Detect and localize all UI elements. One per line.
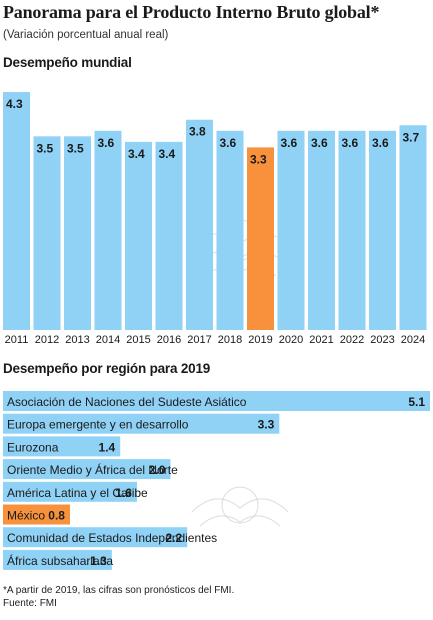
bar-value-label-2011: 4.3 bbox=[6, 97, 23, 111]
source-note: Fuente: FMI bbox=[3, 598, 57, 609]
bar-2014 bbox=[94, 130, 122, 330]
region-value-label-6: 2.2 bbox=[166, 531, 183, 545]
bar-2021 bbox=[308, 130, 335, 330]
region-label-7: África subsahariana bbox=[7, 553, 113, 568]
bar-value-label-2022: 3.6 bbox=[342, 136, 359, 150]
region-bar-7 bbox=[3, 549, 112, 570]
bar-2024 bbox=[399, 125, 427, 331]
region-bar-5 bbox=[3, 504, 70, 525]
region-label-5: México bbox=[7, 509, 45, 523]
x-tick-label-2023: 2023 bbox=[370, 334, 394, 346]
section-title-regions: Desempeño por región para 2019 bbox=[3, 361, 211, 376]
region-label-2: Eurozona bbox=[7, 440, 59, 454]
x-tick-label-2012: 2012 bbox=[35, 334, 59, 346]
bar-value-label-2024: 3.7 bbox=[403, 130, 420, 144]
region-bar-3 bbox=[3, 459, 171, 480]
region-bar-series: Asociación de Naciones del Sudeste Asiát… bbox=[3, 391, 430, 570]
bar-2018 bbox=[216, 130, 244, 330]
bar-value-label-2014: 3.6 bbox=[98, 136, 115, 150]
region-value-label-5: 0.8 bbox=[48, 509, 65, 523]
x-tick-label-2013: 2013 bbox=[65, 334, 89, 346]
chart-title: Panorama para el Producto Interno Bruto … bbox=[3, 2, 380, 22]
bar-value-label-2018: 3.6 bbox=[220, 136, 237, 150]
bar-value-label-2016: 3.4 bbox=[159, 147, 176, 161]
region-label-6: Comunidad de Estados Independientes bbox=[7, 531, 217, 545]
bar-2022 bbox=[338, 130, 366, 330]
bar-2019 bbox=[247, 147, 274, 330]
bar-value-label-2017: 3.8 bbox=[189, 125, 206, 139]
region-value-label-1: 3.3 bbox=[258, 418, 275, 432]
region-label-3: Oriente Medio y África del Norte bbox=[7, 462, 178, 477]
region-bar-1 bbox=[3, 413, 280, 434]
region-bar-4 bbox=[3, 481, 137, 502]
bar-2012 bbox=[33, 136, 61, 330]
x-tick-label-2020: 2020 bbox=[279, 334, 303, 346]
bar-2023 bbox=[369, 130, 396, 330]
section-title-world: Desempeño mundial bbox=[3, 55, 132, 70]
region-value-label-3: 2.0 bbox=[149, 463, 166, 477]
region-value-label-2: 1.4 bbox=[99, 440, 116, 454]
region-value-label-0: 5.1 bbox=[408, 395, 425, 409]
world-bar-series: 4.3 2011 3.5 2012 3.5 2013 3.6 2014 3.4 2015 3.4 20… bbox=[3, 92, 427, 346]
bar-value-label-2015: 3.4 bbox=[128, 147, 145, 161]
bar-2017 bbox=[186, 119, 213, 330]
region-bar-0 bbox=[3, 391, 430, 411]
bar-value-label-2021: 3.6 bbox=[311, 136, 328, 150]
x-tick-label-2019: 2019 bbox=[248, 334, 272, 346]
chart-subtitle: (Variación porcentual anual real) bbox=[3, 29, 169, 41]
region-value-label-4: 1.6 bbox=[115, 486, 132, 500]
bar-2020 bbox=[277, 130, 305, 330]
footnote: *A partir de 2019, las cifras son pronós… bbox=[3, 585, 235, 596]
region-value-label-7: 1.3 bbox=[90, 554, 107, 568]
x-tick-label-2015: 2015 bbox=[126, 334, 150, 346]
x-tick-label-2017: 2017 bbox=[187, 334, 211, 346]
x-tick-label-2024: 2024 bbox=[401, 334, 425, 346]
bar-value-label-2023: 3.6 bbox=[372, 136, 389, 150]
x-tick-label-2016: 2016 bbox=[157, 334, 181, 346]
bar-2015 bbox=[125, 141, 152, 330]
bar-value-label-2012: 3.5 bbox=[37, 141, 54, 155]
region-label-0: Asociación de Naciones del Sudeste Asiát… bbox=[7, 395, 247, 409]
bar-2011 bbox=[3, 92, 30, 330]
x-tick-label-2021: 2021 bbox=[309, 334, 333, 346]
region-bar-6 bbox=[3, 527, 188, 548]
x-tick-label-2022: 2022 bbox=[340, 334, 364, 346]
region-label-1: Europa emergente y en desarrollo bbox=[7, 418, 189, 432]
bar-value-label-2020: 3.6 bbox=[281, 136, 298, 150]
bar-value-label-2013: 3.5 bbox=[67, 141, 84, 155]
x-tick-label-2018: 2018 bbox=[218, 334, 242, 346]
region-label-4: América Latina y el Caribe bbox=[7, 486, 148, 500]
x-tick-label-2011: 2011 bbox=[5, 334, 29, 346]
x-tick-label-2014: 2014 bbox=[96, 334, 120, 346]
region-bar-2 bbox=[3, 436, 121, 457]
bar-value-label-2019: 3.3 bbox=[250, 152, 267, 166]
bar-2013 bbox=[64, 136, 91, 330]
bar-2016 bbox=[155, 141, 183, 330]
